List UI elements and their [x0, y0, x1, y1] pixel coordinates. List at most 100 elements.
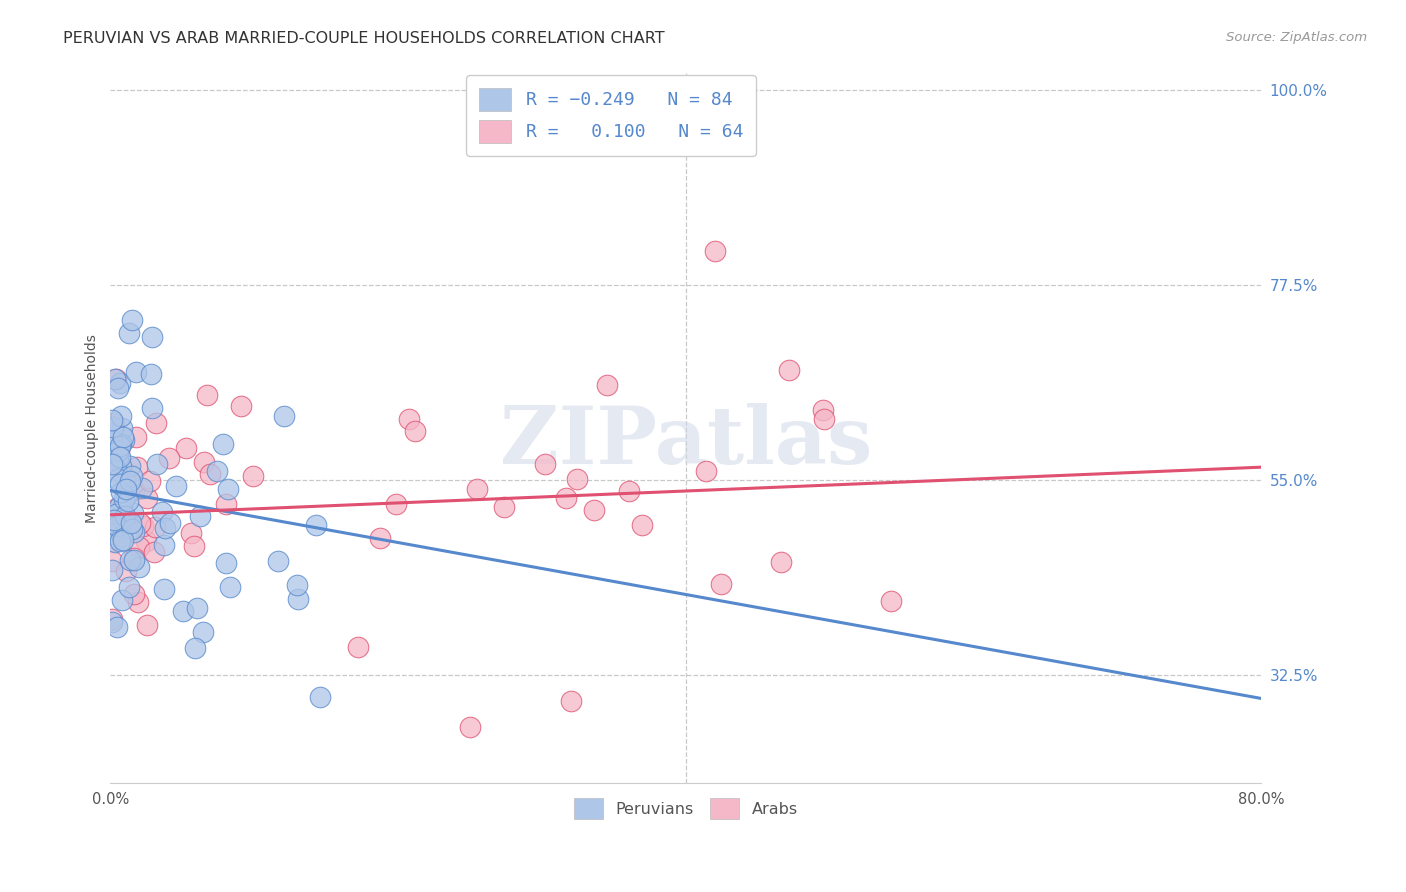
Point [219, 580, 242, 594]
Point [107, 500, 129, 514]
Point [619, 483, 641, 498]
Point [112, 491, 135, 506]
Text: ZIPatlas: ZIPatlas [499, 403, 872, 482]
Point [205, 464, 228, 478]
Point [101, 458, 124, 472]
Point [107, 444, 129, 458]
Point [101, 612, 124, 626]
Point [122, 553, 145, 567]
Point [215, 556, 238, 570]
Point [110, 376, 132, 390]
Point [108, 440, 131, 454]
Point [193, 455, 215, 469]
Point [136, 491, 159, 506]
Point [180, 525, 202, 540]
Point [128, 560, 150, 574]
Point [103, 533, 125, 547]
Point [110, 529, 132, 543]
Point [110, 459, 132, 474]
Point [121, 506, 143, 520]
Point [110, 485, 132, 500]
Point [533, 457, 555, 471]
Point [101, 434, 124, 449]
Point [101, 615, 124, 629]
Point [308, 690, 330, 704]
Point [135, 533, 157, 548]
Point [346, 640, 368, 654]
Point [118, 553, 141, 567]
Point [108, 524, 131, 539]
Point [631, 518, 654, 533]
Point [117, 494, 139, 508]
Point [145, 416, 167, 430]
Point [125, 430, 148, 444]
Point [104, 372, 127, 386]
Point [131, 519, 153, 533]
Point [153, 538, 176, 552]
Point [217, 482, 239, 496]
Point [104, 437, 127, 451]
Point [384, 497, 406, 511]
Point [157, 450, 180, 465]
Point [114, 510, 136, 524]
Legend: Peruvians, Arabs: Peruvians, Arabs [568, 792, 804, 825]
Point [115, 565, 138, 579]
Point [104, 463, 127, 477]
Point [174, 442, 197, 456]
Point [101, 506, 124, 520]
Point [104, 534, 127, 549]
Point [107, 473, 129, 487]
Point [458, 720, 481, 734]
Point [125, 365, 148, 379]
Point [118, 580, 141, 594]
Point [125, 459, 148, 474]
Point [492, 500, 515, 514]
Point [811, 403, 834, 417]
Point [105, 519, 128, 533]
Point [214, 497, 236, 511]
Point [115, 489, 138, 503]
Point [107, 524, 129, 539]
Point [121, 469, 143, 483]
Point [583, 503, 606, 517]
Point [103, 456, 125, 470]
Point [778, 363, 800, 377]
Point [398, 412, 420, 426]
Point [159, 516, 181, 530]
Point [112, 513, 135, 527]
Point [129, 516, 152, 530]
Point [596, 377, 619, 392]
Point [111, 593, 134, 607]
Point [152, 582, 174, 596]
Point [195, 387, 218, 401]
Point [141, 401, 163, 415]
Point [127, 594, 149, 608]
Point [115, 482, 138, 496]
Point [122, 587, 145, 601]
Point [101, 527, 124, 541]
Point [287, 592, 309, 607]
Point [285, 578, 308, 592]
Point [103, 513, 125, 527]
Point [465, 482, 488, 496]
Point [193, 624, 215, 639]
Text: PERUVIAN VS ARAB MARRIED-COUPLE HOUSEHOLDS CORRELATION CHART: PERUVIAN VS ARAB MARRIED-COUPLE HOUSEHOL… [63, 31, 665, 46]
Point [103, 372, 125, 386]
Point [122, 551, 145, 566]
Point [112, 434, 135, 448]
Point [107, 450, 129, 465]
Point [145, 457, 167, 471]
Point [128, 541, 150, 555]
Point [108, 534, 131, 549]
Point [172, 604, 194, 618]
Point [107, 381, 129, 395]
Point [120, 516, 142, 531]
Point [143, 545, 166, 559]
Point [141, 367, 163, 381]
Point [120, 474, 142, 488]
Point [139, 475, 162, 489]
Point [114, 470, 136, 484]
Point [404, 424, 426, 438]
Point [101, 563, 124, 577]
Point [103, 451, 125, 466]
